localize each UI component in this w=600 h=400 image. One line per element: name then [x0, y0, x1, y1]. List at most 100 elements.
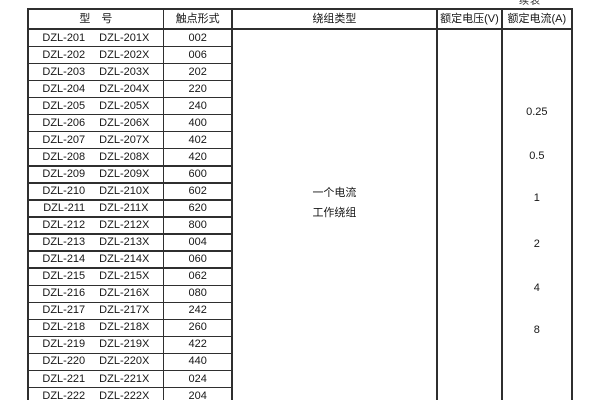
model-number-x: DZL-209X [99, 167, 150, 180]
model-number: DZL-211 [43, 202, 86, 214]
model-number: DZL-213 [42, 236, 86, 249]
col-divider-voltage-current [501, 10, 503, 400]
contact-form-cell: 400 [188, 116, 207, 129]
model-number-x: DZL-210X [99, 184, 150, 197]
header-underline [29, 28, 571, 30]
table-border-left [27, 8, 29, 400]
row-divider [29, 62, 232, 65]
contact-form-cell: 242 [188, 304, 207, 317]
row-divider [29, 369, 232, 372]
rated-current-value: 0.25 [526, 105, 548, 118]
model-number-x: DZL-219X [99, 338, 150, 351]
rated-current-value: 1 [533, 191, 540, 204]
model-number: DZL-203 [42, 65, 86, 78]
model-number-x: DZL-208X [99, 150, 150, 163]
contact-form-cell: 202 [188, 65, 207, 78]
row-divider [29, 148, 232, 150]
row-divider [29, 216, 232, 218]
model-cell: DZL-214 DZL-214X [29, 251, 163, 268]
row-divider [29, 131, 232, 133]
model-cell: DZL-219 DZL-219X [29, 336, 163, 353]
rated-current-value: 2 [533, 237, 540, 250]
contact-form-cell: 402 [188, 133, 207, 146]
row-divider [29, 335, 232, 338]
model-number-x: DZL-203X [99, 65, 150, 78]
spec-table: 型 号 触点形式 绕组类型 额定电压(V) 额定电流(A) DZL-201 DZL… [27, 8, 573, 400]
row-divider [29, 233, 232, 235]
model-cell: DZL-216 DZL-216X [29, 285, 163, 302]
model-number: DZL-215 [42, 270, 86, 283]
model-number: DZL-221 [42, 372, 86, 385]
contact-form-cell: 422 [188, 338, 207, 351]
model-number-x: DZL-215X [99, 270, 150, 283]
rated-current-value: 4 [533, 281, 540, 294]
model-cell: DZL-221 DZL-221X [29, 371, 163, 388]
contact-form-cell: 204 [188, 389, 207, 400]
header-winding-type: 绕组类型 [312, 13, 357, 25]
model-number: DZL-201 [42, 31, 86, 44]
row-divider [29, 114, 232, 116]
model-number: DZL-214 [42, 253, 86, 266]
model-cell: DZL-217 DZL-217X [29, 302, 163, 319]
model-cell: DZL-222 DZL-222X [29, 388, 163, 400]
model-number: DZL-220 [42, 355, 86, 368]
row-divider [29, 386, 232, 389]
model-cell: DZL-202 DZL-202X [29, 47, 163, 64]
table-border-right [571, 8, 573, 400]
row-divider [29, 165, 232, 167]
header-rated-current: 额定电流(A) [507, 13, 567, 25]
model-number-x: DZL-216X [99, 287, 150, 300]
contact-form-cell: 600 [188, 167, 207, 180]
model-number-x: DZL-204X [99, 82, 150, 95]
continuation-label: 续表 [519, 0, 541, 7]
model-number-x: DZL-207X [99, 133, 150, 146]
row-divider [29, 45, 232, 48]
model-cell: DZL-215 DZL-215X [29, 268, 163, 285]
col-divider-contact-winding [231, 10, 233, 400]
model-cell: DZL-218 DZL-218X [29, 319, 163, 336]
model-number-x: DZL-211X [99, 202, 149, 214]
row-divider [29, 182, 232, 184]
model-number-x: DZL-214X [99, 253, 150, 266]
rated-current-value: 8 [533, 323, 540, 336]
table-body: DZL-201 DZL-201X 002 DZL-202 DZL-202X 006 DZL-… [27, 30, 573, 400]
model-number: DZL-208 [42, 150, 86, 163]
contact-form-cell: 620 [188, 202, 207, 214]
model-number: DZL-212 [42, 219, 86, 232]
model-number-x: DZL-201X [99, 31, 150, 44]
model-cell: DZL-209 DZL-209X [29, 166, 163, 183]
model-number-x: DZL-213X [99, 236, 150, 249]
contact-form-cell: 602 [188, 184, 207, 197]
model-number: DZL-207 [42, 133, 86, 146]
contact-form-cell: 080 [188, 287, 207, 300]
row-divider [29, 79, 232, 82]
model-number: DZL-204 [42, 82, 86, 95]
winding-type-cell: 一个电流 工作绕组 [233, 30, 437, 400]
model-cell: DZL-212 DZL-212X [29, 217, 163, 234]
rated-current-cell: 0.25 0.5 1 2 4 8 [503, 30, 571, 400]
model-number-x: DZL-218X [99, 321, 150, 334]
model-number-x: DZL-202X [99, 48, 150, 61]
rated-voltage-cell [438, 30, 502, 400]
contact-form-cell: 420 [188, 150, 207, 163]
contact-form-cell: 002 [188, 31, 207, 44]
row-divider [29, 301, 232, 303]
model-cell: DZL-208 DZL-208X [29, 149, 163, 166]
model-cell: DZL-205 DZL-205X [29, 98, 163, 115]
model-cell: DZL-204 DZL-204X [29, 81, 163, 98]
model-cell: DZL-210 DZL-210X [29, 183, 163, 200]
winding-type-text: 一个电流 工作绕组 [233, 183, 437, 223]
row-divider [29, 267, 232, 269]
model-cell: DZL-207 DZL-207X [29, 132, 163, 149]
contact-form-cell: 006 [188, 48, 207, 61]
model-number: DZL-216 [42, 287, 86, 300]
row-divider [29, 284, 232, 286]
winding-type-line: 一个电流 [312, 186, 357, 199]
table-border-top [27, 8, 573, 10]
row-divider [29, 250, 232, 252]
header-contact-form: 触点形式 [175, 13, 220, 25]
contact-form-cell: 240 [188, 99, 207, 112]
contact-form-cell: 800 [188, 219, 207, 232]
model-number: DZL-209 [42, 167, 86, 180]
